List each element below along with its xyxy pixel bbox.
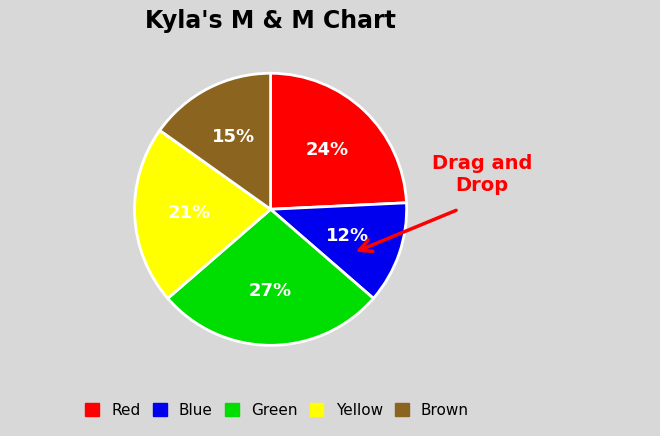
Text: 21%: 21%: [168, 204, 211, 222]
Text: Drag and
Drop: Drag and Drop: [432, 154, 532, 195]
Wedge shape: [160, 73, 271, 209]
Wedge shape: [135, 130, 271, 298]
Text: 15%: 15%: [212, 128, 255, 146]
Text: 27%: 27%: [249, 282, 292, 300]
Legend: Red, Blue, Green, Yellow, Brown: Red, Blue, Green, Yellow, Brown: [79, 397, 475, 424]
Text: 12%: 12%: [326, 227, 370, 245]
Wedge shape: [271, 203, 407, 298]
Text: 24%: 24%: [306, 141, 348, 159]
Title: Kyla's M & M Chart: Kyla's M & M Chart: [145, 9, 396, 33]
Wedge shape: [271, 73, 407, 209]
Wedge shape: [168, 209, 374, 345]
